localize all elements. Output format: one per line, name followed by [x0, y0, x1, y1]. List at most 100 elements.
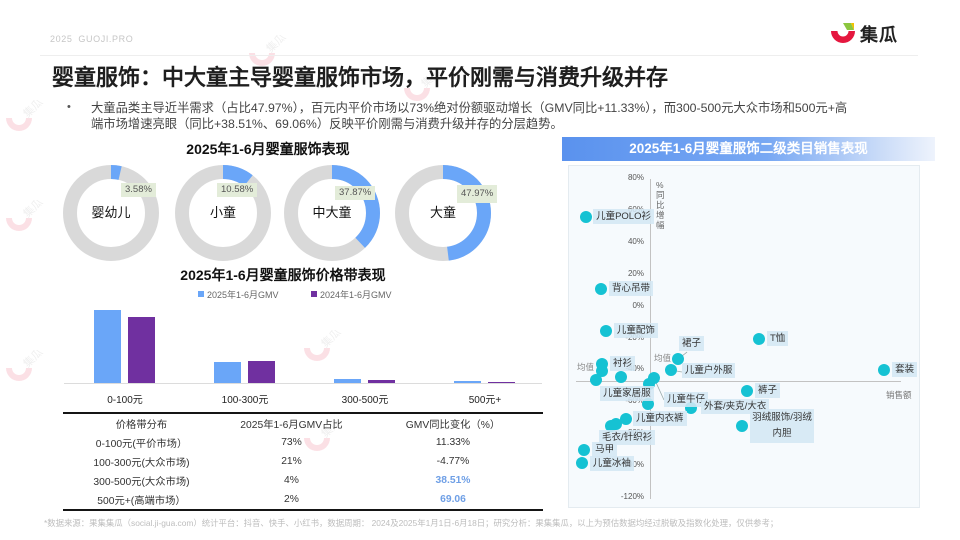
- bar-2024-0-100: [128, 317, 155, 383]
- donut-section-title: 2025年1-6月婴童服饰表现: [186, 141, 350, 157]
- summary-line: 端市场增速亮眼（同比+38.51%、69.06%）反映平价刚需与消费升级并存的分…: [91, 116, 563, 131]
- donut-category-label: 婴幼儿: [91, 205, 131, 220]
- y-tick-label: 40%: [627, 236, 644, 246]
- bar-category-label: 0-100元: [107, 395, 143, 406]
- scatter-plot-area: %同比增幅 均值 均值 销售额 80%60%40%20%0%-20%-40%-6…: [568, 165, 920, 508]
- scatter-point: [664, 364, 677, 377]
- bar-2024-100-300: [248, 360, 275, 383]
- scatter-point: [614, 371, 627, 384]
- table-header-cell: 价格带分布: [115, 420, 168, 431]
- page-title: 婴童服饰：中大童主导婴童服饰市场，平价刚需与消费升级并存: [52, 65, 669, 90]
- bar-category-label: 500元+: [468, 395, 502, 406]
- y-tick-label: 20%: [627, 268, 644, 278]
- summary-line: 大童品类主导近半需求（占比47.97%），百元内平价市场以73%绝对份额驱动增长…: [91, 101, 848, 115]
- bar-chart-title: 2025年1-6月婴童服饰价格带表现: [180, 267, 386, 283]
- scatter-point: [590, 373, 603, 386]
- donut-chart-toddler: 小童 10.58%: [175, 165, 271, 261]
- scatter-point-label: 儿童家居服: [600, 386, 654, 402]
- donut-value-label: 3.58%: [121, 183, 156, 197]
- price-band-table: 价格带分布 2025年1-6月GMV占比 GMV同比变化（%） 0-100元(平…: [63, 412, 543, 511]
- svg-text:集瓜: 集瓜: [20, 100, 45, 120]
- bullet-icon: •: [67, 101, 71, 113]
- legend-swatch: [198, 291, 204, 297]
- scatter-point-label: 毛衣/针织衫: [598, 429, 656, 445]
- donut-ring: [175, 165, 271, 261]
- bar-category-label: 100-300元: [221, 395, 269, 406]
- scatter-point: [578, 443, 591, 456]
- y-tick-label: 80%: [627, 173, 644, 182]
- scatter-point-label: T恤: [766, 330, 789, 346]
- table-cell: 4%: [284, 475, 299, 486]
- logo-text: 集瓜: [860, 25, 898, 45]
- scatter-point: [878, 364, 891, 377]
- table-cell-highlight: 69.06: [440, 494, 466, 505]
- scatter-point-label: 儿童冰袖: [589, 456, 634, 472]
- scatter-point: [595, 283, 608, 295]
- scatter-point: [605, 420, 618, 433]
- donut-ring: [395, 165, 491, 261]
- table-cell: 21%: [281, 456, 302, 467]
- table-row: 500元+(高端市场） 2% 69.06: [63, 490, 543, 509]
- scatter-point-label: 裤子: [754, 382, 780, 398]
- donut-chart-older: 大童 47.97%: [395, 165, 498, 261]
- table-header-cell: GMV同比变化（%）: [405, 420, 501, 431]
- donut-chart-mid-older: 中大童 37.87%: [284, 165, 380, 261]
- jigua-logo-icon: [831, 23, 855, 43]
- scatter-point: [740, 384, 753, 397]
- table-cell: 73%: [281, 437, 302, 448]
- bar-plot-area: [0, 290, 960, 383]
- table-header-cell: 2025年1-6月GMV占比: [240, 420, 343, 431]
- donut-ring: [63, 165, 159, 261]
- watermark-icon: 集瓜: [6, 100, 45, 131]
- donut-category-label: 中大童: [312, 205, 352, 220]
- scatter-point-label: 羽绒服饰/羽绒内胆: [750, 409, 815, 444]
- scatter-point: [752, 332, 765, 345]
- table-cell: 100-300元(大众市场): [93, 458, 190, 469]
- mean-line-label: 均值: [577, 362, 595, 372]
- brand-watermark-text: 2025 GUOJI.PRO: [50, 34, 133, 44]
- table-cell-highlight: 38.51%: [435, 475, 471, 486]
- logo: 集瓜: [830, 19, 898, 49]
- footer-source-note: *数据来源：果集集瓜（social.ji-gua.com）统计平台：抖音、快手、…: [44, 518, 779, 528]
- table-row: 100-300元(大众市场) 21% -4.77%: [63, 452, 543, 471]
- table-cell: -4.77%: [436, 456, 470, 467]
- donut-category-label: 大童: [429, 205, 456, 220]
- legend-label: 2024年1-6月GMV: [320, 289, 392, 300]
- x-axis-mean-line: [576, 381, 901, 382]
- scatter-point: [580, 211, 593, 224]
- donut-ring: [284, 165, 380, 261]
- donut-category-label: 小童: [209, 205, 236, 220]
- summary-text: 大童品类主导近半需求（占比47.97%），百元内平价市场以73%绝对份额驱动增长…: [91, 101, 847, 132]
- donut-value-label: 10.58%: [217, 183, 258, 197]
- svg-text:集瓜: 集瓜: [20, 200, 45, 220]
- bar-2025-500-plus: [454, 381, 481, 383]
- y-axis-mean-line: [650, 179, 651, 499]
- scatter-chart-title: 2025年1-6月婴童服饰二级类目销售表现: [562, 137, 935, 161]
- bar-category-label: 300-500元: [341, 395, 389, 406]
- scatter-point-label: 套装: [892, 362, 918, 378]
- brand-site: GUOJI.PRO: [78, 34, 134, 44]
- scatter-point-label: 背心吊带: [609, 281, 654, 296]
- bar-2025-100-300: [214, 362, 241, 383]
- scatter-point: [575, 457, 588, 470]
- brand-year: 2025: [50, 34, 73, 44]
- table-header-row: 价格带分布 2025年1-6月GMV占比 GMV同比变化（%）: [63, 414, 543, 433]
- bar-2024-500-plus: [488, 381, 515, 383]
- scatter-point-label: 儿童POLO衫: [593, 209, 654, 225]
- table-cell: 2%: [284, 494, 299, 505]
- legend-item-2024: 2024年1-6月GMV: [311, 289, 392, 300]
- x-axis-label: 销售额: [886, 390, 912, 400]
- donut-value-label: 47.97%: [457, 185, 498, 203]
- scatter-point-label: 裙子: [679, 336, 705, 352]
- mean-line-label: 均值: [654, 353, 672, 363]
- scatter-point-label: 儿童配饰: [613, 322, 658, 338]
- table-cell: 11.33%: [435, 437, 471, 448]
- bar-2025-0-100: [94, 310, 121, 383]
- legend-item-2025: 2025年1-6月GMV: [198, 289, 279, 300]
- scatter-point: [736, 420, 749, 433]
- watermark-icon: 集瓜: [6, 200, 45, 231]
- donut-chart-infant: 婴幼儿 3.58%: [63, 165, 159, 261]
- header-divider: [40, 55, 918, 56]
- table-row: 300-500元(大众市场) 4% 38.51%: [63, 471, 543, 490]
- y-tick-label: 0%: [632, 300, 644, 310]
